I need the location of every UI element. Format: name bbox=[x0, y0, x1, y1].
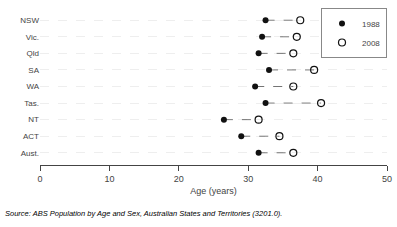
svg-text:Vic.: Vic. bbox=[26, 33, 39, 42]
svg-text:Age (years): Age (years) bbox=[190, 186, 237, 196]
svg-text:Source: ABS Population by Age: Source: ABS Population by Age and Sex, A… bbox=[5, 209, 282, 218]
svg-text:20: 20 bbox=[174, 174, 184, 184]
svg-text:Qld: Qld bbox=[27, 49, 39, 58]
svg-text:Aust.: Aust. bbox=[21, 149, 39, 158]
svg-text:0: 0 bbox=[37, 174, 42, 184]
svg-text:Tas.: Tas. bbox=[24, 99, 39, 108]
svg-text:10: 10 bbox=[104, 174, 114, 184]
svg-text:ACT: ACT bbox=[23, 132, 39, 141]
svg-text:NT: NT bbox=[28, 115, 39, 124]
svg-text:SA: SA bbox=[28, 66, 39, 75]
svg-text:50: 50 bbox=[382, 174, 392, 184]
svg-text:40: 40 bbox=[313, 174, 323, 184]
svg-text:NSW: NSW bbox=[20, 16, 39, 25]
svg-text:WA: WA bbox=[26, 82, 39, 91]
svg-text:2008: 2008 bbox=[362, 39, 380, 48]
svg-text:30: 30 bbox=[243, 174, 253, 184]
svg-text:1988: 1988 bbox=[362, 20, 380, 29]
